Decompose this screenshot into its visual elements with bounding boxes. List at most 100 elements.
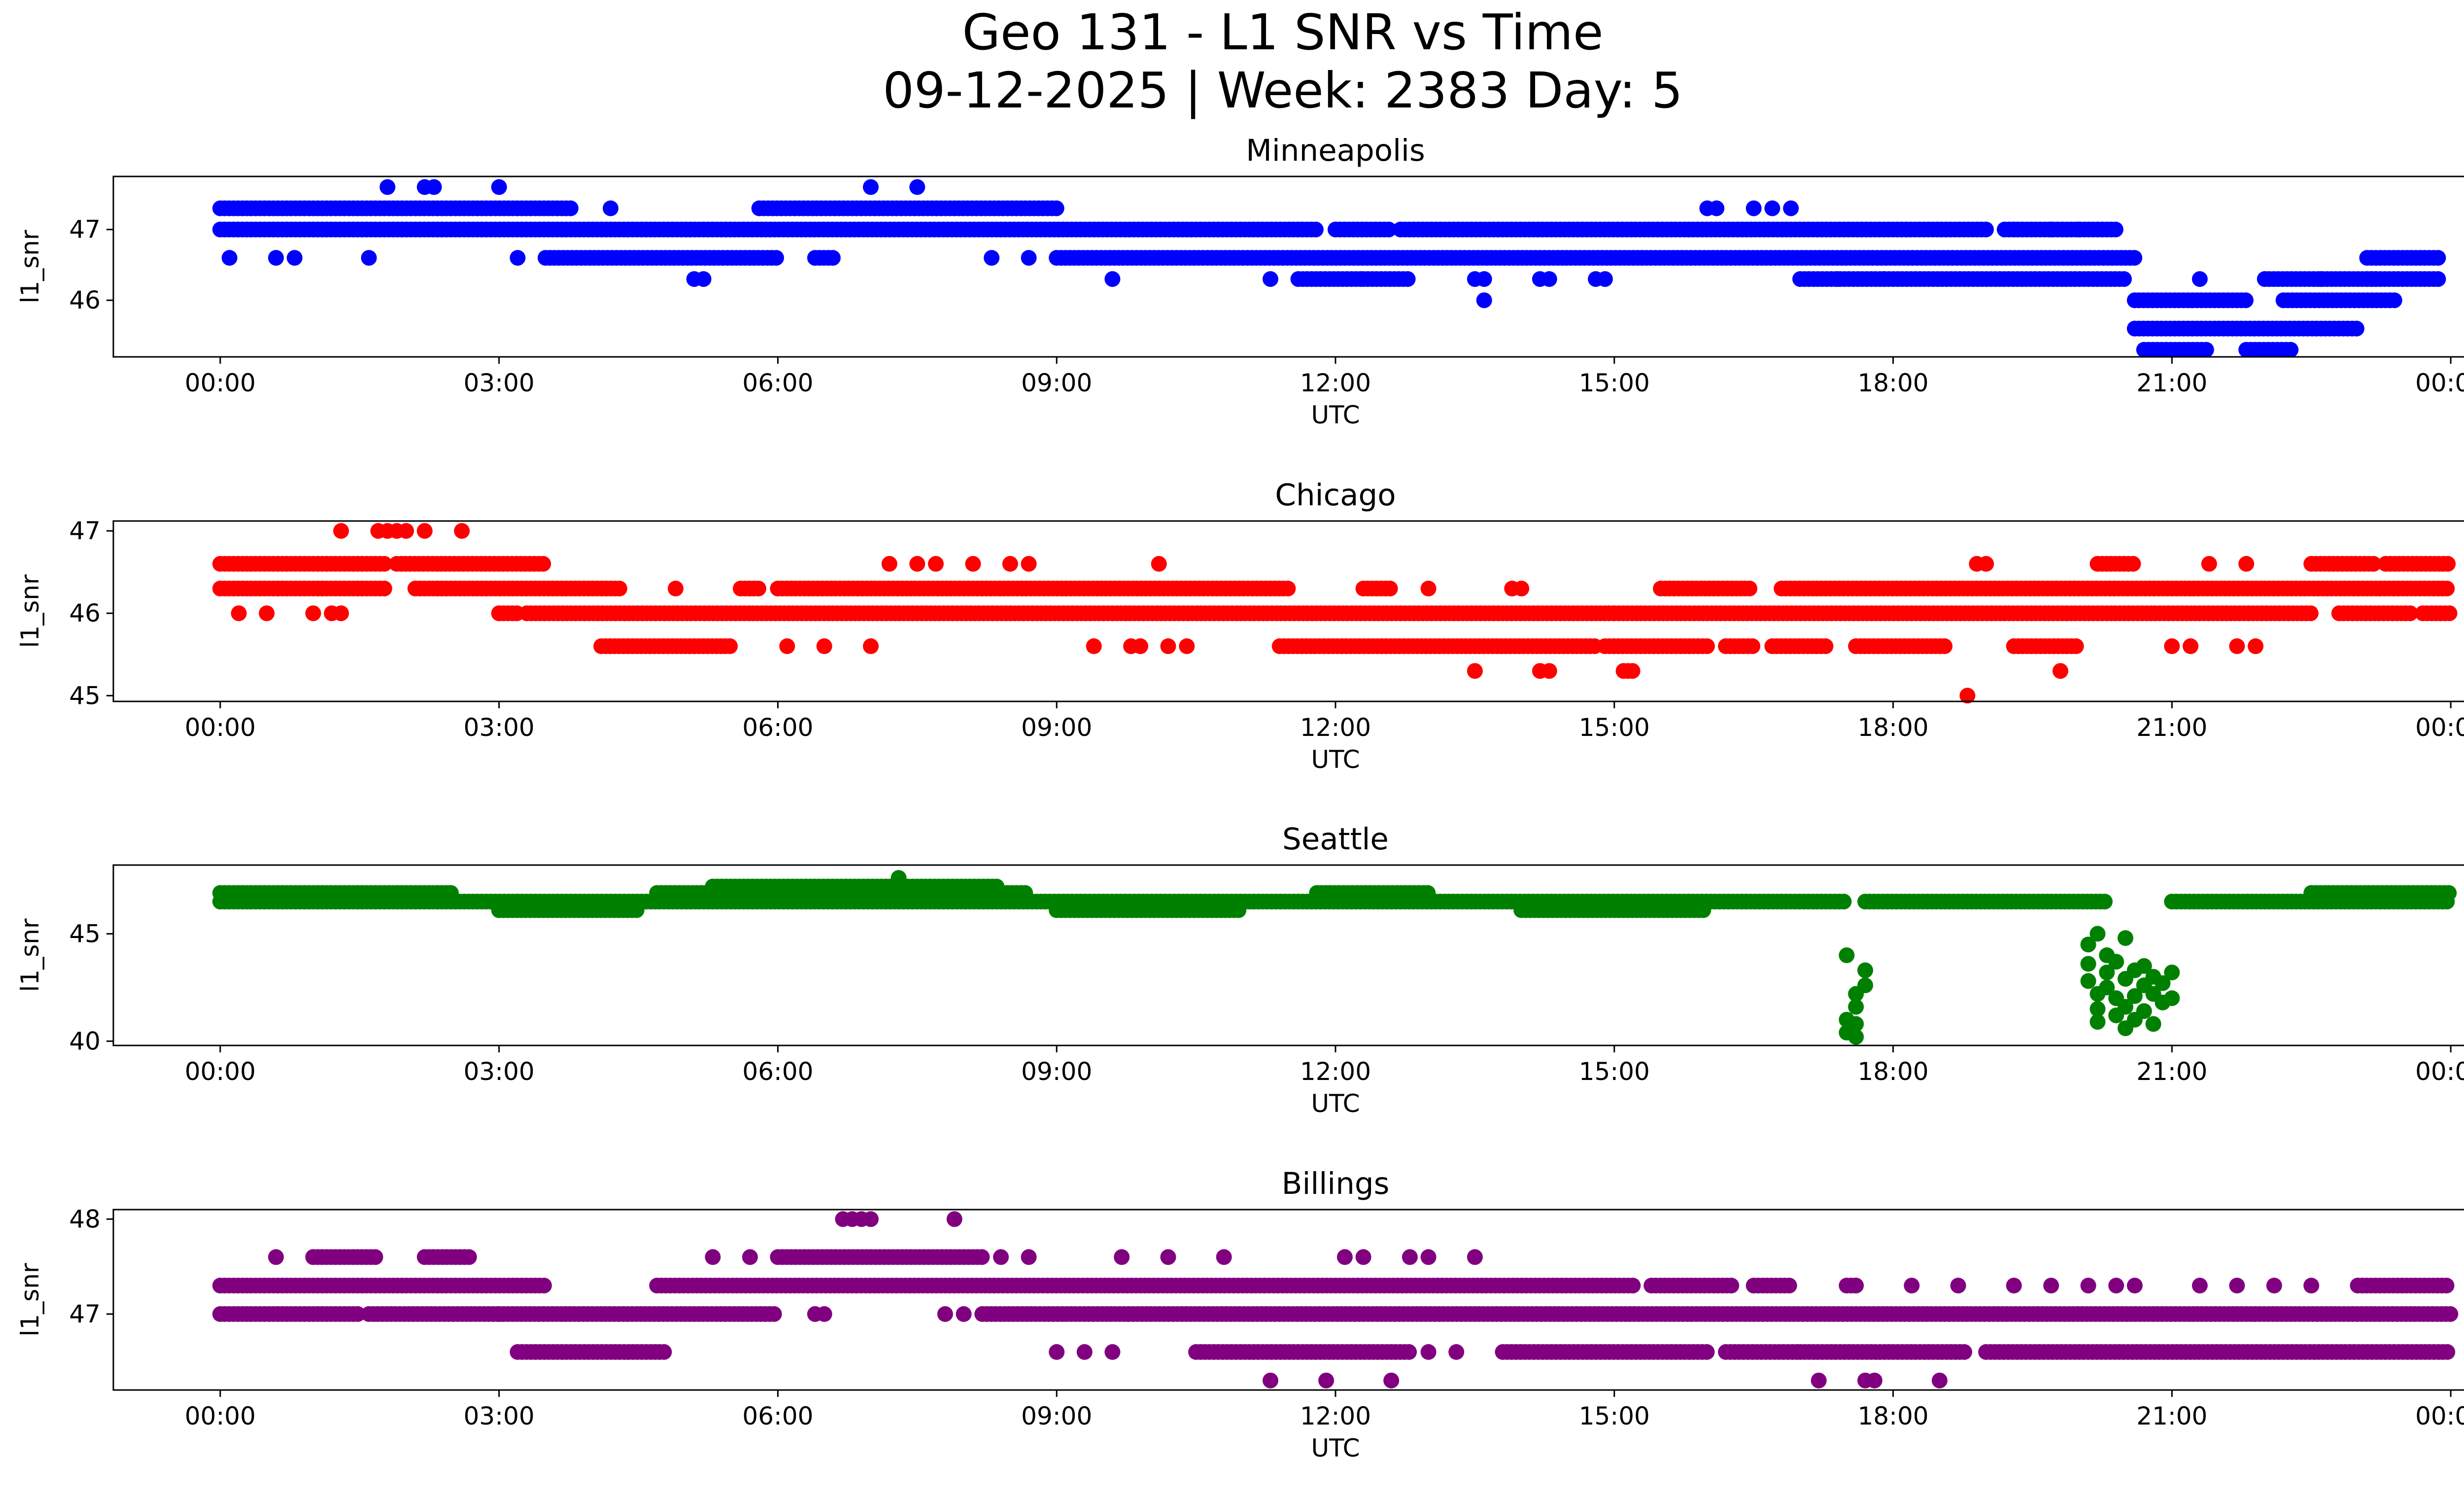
- data-point: [1049, 1344, 1065, 1360]
- data-point: [768, 250, 784, 266]
- data-point: [1263, 271, 1278, 287]
- x-tick-label: 15:00: [1579, 369, 1650, 397]
- data-point: [2108, 954, 2124, 970]
- data-point: [2080, 956, 2096, 972]
- y-axis-label: l1_snr: [16, 574, 44, 648]
- x-tick-label: 00:00: [185, 1057, 256, 1086]
- data-point: [2365, 556, 2382, 572]
- data-point: [1931, 1372, 1948, 1389]
- y-axis-label: l1_snr: [16, 1263, 44, 1336]
- data-point: [1160, 638, 1176, 654]
- data-point: [1318, 1372, 1335, 1389]
- data-point: [2118, 999, 2133, 1015]
- data-point: [1848, 999, 1864, 1015]
- data-point: [2303, 1278, 2320, 1294]
- data-point: [1151, 556, 1167, 572]
- data-point: [1699, 638, 1715, 654]
- data-point: [816, 638, 832, 654]
- data-point: [1764, 200, 1780, 216]
- data-point: [1280, 581, 1296, 596]
- data-point: [2439, 894, 2455, 910]
- data-point: [376, 556, 392, 572]
- data-point: [1904, 1278, 1920, 1294]
- data-point: [305, 1249, 321, 1265]
- data-point: [268, 1249, 284, 1265]
- data-point: [1355, 1249, 1371, 1265]
- x-tick-label: 09:00: [1021, 713, 1092, 742]
- data-point: [2348, 320, 2364, 337]
- data-point: [2402, 605, 2418, 622]
- x-tick-label: 00:00: [2415, 369, 2464, 397]
- x-tick-label: 18:00: [1858, 1057, 1929, 1086]
- data-point: [1956, 1344, 1972, 1360]
- data-point: [379, 179, 396, 195]
- data-point: [956, 1306, 972, 1322]
- data-point: [2136, 958, 2152, 974]
- y-tick-label: 47: [69, 517, 101, 545]
- data-point: [863, 1211, 879, 1227]
- x-tick-label: 00:00: [2415, 1402, 2464, 1430]
- data-point: [1597, 271, 1613, 287]
- data-point: [1104, 1344, 1121, 1360]
- x-tick-label: 12:00: [1300, 1402, 1371, 1430]
- y-tick-label: 48: [69, 1205, 101, 1233]
- data-point: [766, 1306, 782, 1322]
- data-point: [1021, 1249, 1037, 1265]
- x-tick-label: 15:00: [1579, 1402, 1650, 1430]
- data-point: [1699, 1344, 1715, 1360]
- data-point: [1709, 200, 1725, 216]
- data-point: [1448, 1344, 1465, 1360]
- subplot-title: Seattle: [1282, 822, 1389, 857]
- data-point: [1817, 638, 1834, 654]
- data-point: [1114, 1249, 1130, 1265]
- data-point: [1781, 1278, 1797, 1294]
- x-tick-label: 09:00: [1021, 1402, 1092, 1430]
- data-point: [2164, 638, 2180, 654]
- x-tick-label: 06:00: [742, 713, 813, 742]
- data-point: [2068, 638, 2084, 654]
- data-point: [1420, 581, 1437, 596]
- x-tick-label: 18:00: [1858, 713, 1929, 742]
- x-tick-label: 21:00: [2136, 1057, 2207, 1086]
- data-point: [2386, 292, 2402, 309]
- data-point: [2089, 1001, 2106, 1017]
- data-point: [1381, 221, 1397, 238]
- data-point: [333, 605, 349, 622]
- x-tick-label: 09:00: [1021, 369, 1092, 397]
- x-tick-label: 06:00: [742, 1057, 813, 1086]
- data-point: [1132, 638, 1148, 654]
- data-point: [333, 523, 349, 539]
- data-point: [1002, 556, 1018, 572]
- data-point: [305, 605, 321, 622]
- x-tick-label: 00:00: [2415, 1057, 2464, 1086]
- y-axis-label: l1_snr: [16, 230, 44, 303]
- data-point: [1978, 221, 1994, 238]
- data-point: [2183, 638, 2199, 654]
- data-point: [2116, 271, 2132, 287]
- data-point: [1104, 271, 1121, 287]
- data-point: [1541, 271, 1557, 287]
- data-point: [2125, 556, 2141, 572]
- data-point: [751, 581, 766, 596]
- data-point: [231, 605, 247, 622]
- data-point: [1624, 663, 1641, 679]
- data-point: [2118, 930, 2133, 946]
- data-point: [367, 1249, 383, 1265]
- data-point: [2440, 556, 2456, 572]
- data-point: [628, 902, 645, 918]
- figure-title-line2: 09-12-2025 | Week: 2383 Day: 5: [883, 62, 1682, 119]
- data-point: [2099, 979, 2115, 996]
- data-point: [1857, 977, 1873, 993]
- data-point: [2053, 663, 2068, 679]
- x-tick-label: 03:00: [464, 713, 535, 742]
- data-point: [2108, 1278, 2124, 1294]
- subplot-title: Minneapolis: [1246, 133, 1425, 168]
- data-point: [2089, 926, 2106, 942]
- y-tick-label: 45: [69, 681, 101, 710]
- data-point: [1848, 1029, 1864, 1045]
- data-point: [2229, 1278, 2245, 1294]
- y-tick-label: 47: [69, 215, 101, 244]
- data-point: [416, 523, 433, 539]
